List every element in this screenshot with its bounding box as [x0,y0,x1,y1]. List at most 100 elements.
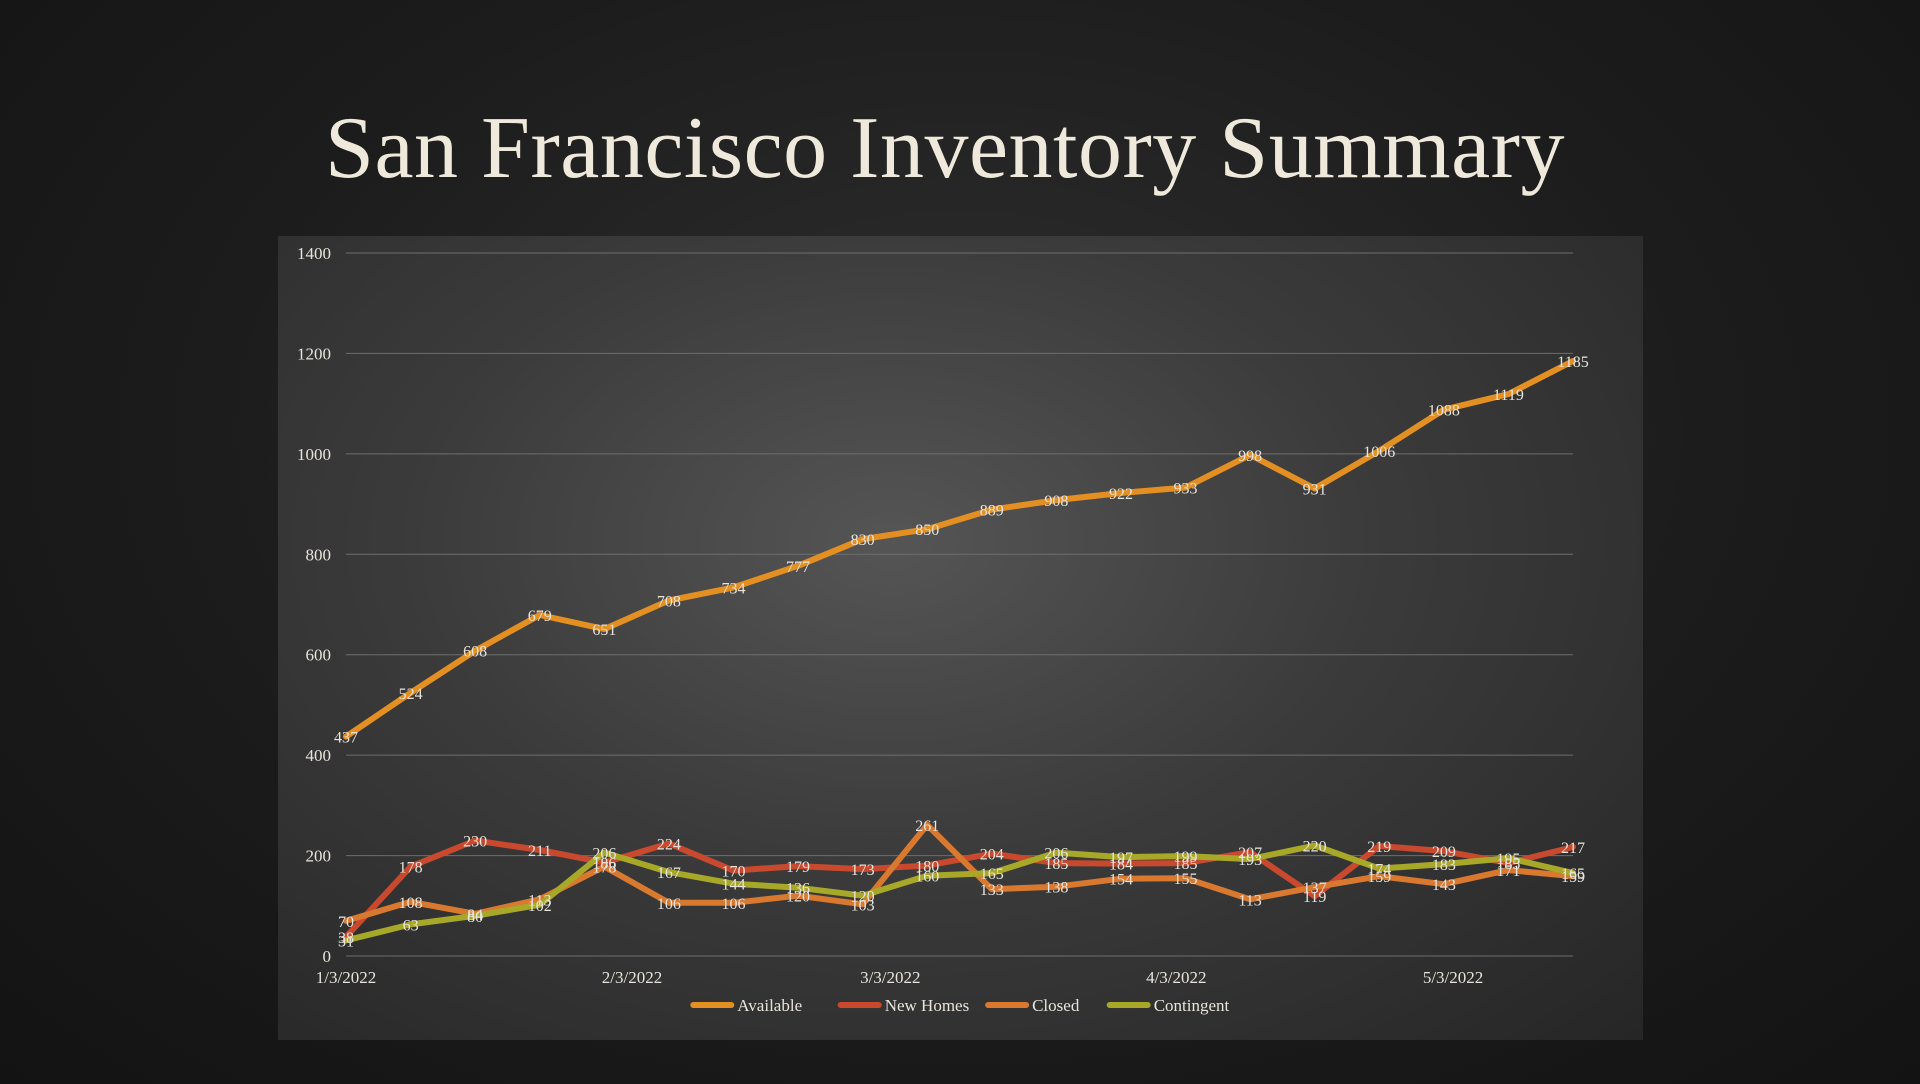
data-label: 204 [980,847,1004,864]
data-label: 165 [1561,866,1585,883]
data-label: 1088 [1428,403,1460,420]
data-label: 170 [721,864,745,881]
data-label: 165 [980,866,1004,883]
data-label: 178 [592,860,616,877]
data-label: 922 [1109,486,1133,503]
y-axis-tick-labels: 0 200 400 600 800 1000 1200 1400 [297,244,331,966]
data-label: 185 [1174,856,1198,873]
data-label: 183 [1432,857,1456,874]
grid-lines [346,252,1573,957]
data-label: 31 [338,933,354,950]
data-label: 154 [1109,872,1133,889]
data-label: 160 [915,869,939,886]
legend-label-closed: Closed [1032,996,1080,1015]
data-label: 120 [786,889,810,906]
data-label: 70 [338,914,354,931]
line-chart: 0 200 400 600 800 1000 1200 1400 1/3/2022 2/3/20… [297,244,1589,1015]
data-label: 850 [915,522,939,539]
data-label: 261 [915,818,939,835]
data-label: 179 [786,859,810,876]
y-tick-label: 800 [306,545,332,564]
x-tick-label: 3/3/2022 [860,968,920,987]
legend-label-new-homes: New Homes [885,996,970,1015]
data-label: 103 [851,897,875,914]
data-label: 136 [786,881,810,898]
x-tick-label: 4/3/2022 [1146,968,1206,987]
data-label: 113 [528,892,551,909]
data-label: 106 [657,896,681,913]
y-tick-label: 1400 [297,244,331,263]
data-label: 185 [1044,856,1068,873]
data-label: 143 [1432,877,1456,894]
x-tick-label: 5/3/2022 [1423,968,1483,987]
data-label: 197 [1109,850,1133,867]
data-label: 219 [1367,839,1391,856]
data-label: 889 [980,503,1004,520]
data-label: 138 [1044,880,1068,897]
data-labels: 437 524 608 679 651 708 734 777 830 850 889 908 922 9… [334,354,1589,950]
y-tick-label: 0 [323,947,332,966]
slide-title: San Francisco Inventory Summary [325,100,1565,197]
data-label: 113 [1238,892,1261,909]
data-label: 167 [657,865,681,882]
series-line-available [343,358,1576,740]
data-label: 63 [403,917,419,934]
data-label: 102 [528,898,552,915]
y-tick-label: 600 [306,646,332,665]
data-label: 1185 [1557,354,1588,371]
series-lines [343,358,1576,944]
data-label: 211 [528,843,551,860]
data-label: 230 [463,834,487,851]
data-label: 908 [1044,493,1068,510]
y-tick-label: 1000 [297,445,331,464]
data-label: 206 [1044,846,1068,863]
series-line-contingent [343,842,1576,944]
data-label: 708 [657,593,681,610]
x-axis-tick-labels: 1/3/2022 2/3/2022 3/3/2022 4/3/2022 5/3/2022 [316,968,1484,987]
data-label: 80 [467,909,483,926]
y-tick-label: 400 [306,746,332,765]
data-label: 120 [851,889,875,906]
data-label: 830 [851,532,875,549]
legend: Available New Homes Closed Contingent [690,996,1230,1015]
data-label: 108 [399,895,423,912]
data-label: 777 [786,559,810,576]
x-tick-label: 1/3/2022 [316,968,376,987]
data-label: 84 [467,907,483,924]
data-label: 38 [338,930,354,947]
data-label: 209 [1432,844,1456,861]
data-label: 734 [721,580,745,597]
data-label: 155 [1174,871,1198,888]
data-label: 207 [1238,845,1262,862]
data-label: 1119 [1493,387,1524,404]
y-tick-label: 1200 [297,344,331,363]
data-label: 137 [1303,880,1327,897]
data-label: 1006 [1363,444,1395,461]
data-label: 193 [1238,852,1262,869]
data-label: 178 [399,860,423,877]
legend-label-contingent: Contingent [1154,996,1230,1015]
data-label: 199 [1174,849,1198,866]
y-tick-label: 200 [306,847,332,866]
data-label: 608 [463,644,487,661]
data-label: 159 [1367,869,1391,886]
data-label: 933 [1174,481,1198,498]
data-label: 931 [1303,482,1327,499]
data-label: 173 [851,862,875,879]
data-label: 524 [399,686,423,703]
data-label: 180 [915,859,939,876]
data-label: 679 [528,608,552,625]
data-label: 184 [1109,857,1133,874]
data-label: 224 [657,837,681,854]
legend-label-available: Available [737,996,802,1015]
data-label: 217 [1561,840,1585,857]
data-label: 171 [1496,863,1520,880]
data-label: 144 [721,877,745,894]
data-label: 159 [1561,869,1585,886]
data-label: 437 [334,730,358,747]
data-label: 185 [1496,856,1520,873]
data-label: 119 [1303,889,1326,906]
data-label: 195 [1496,851,1520,868]
data-label: 998 [1238,448,1262,465]
